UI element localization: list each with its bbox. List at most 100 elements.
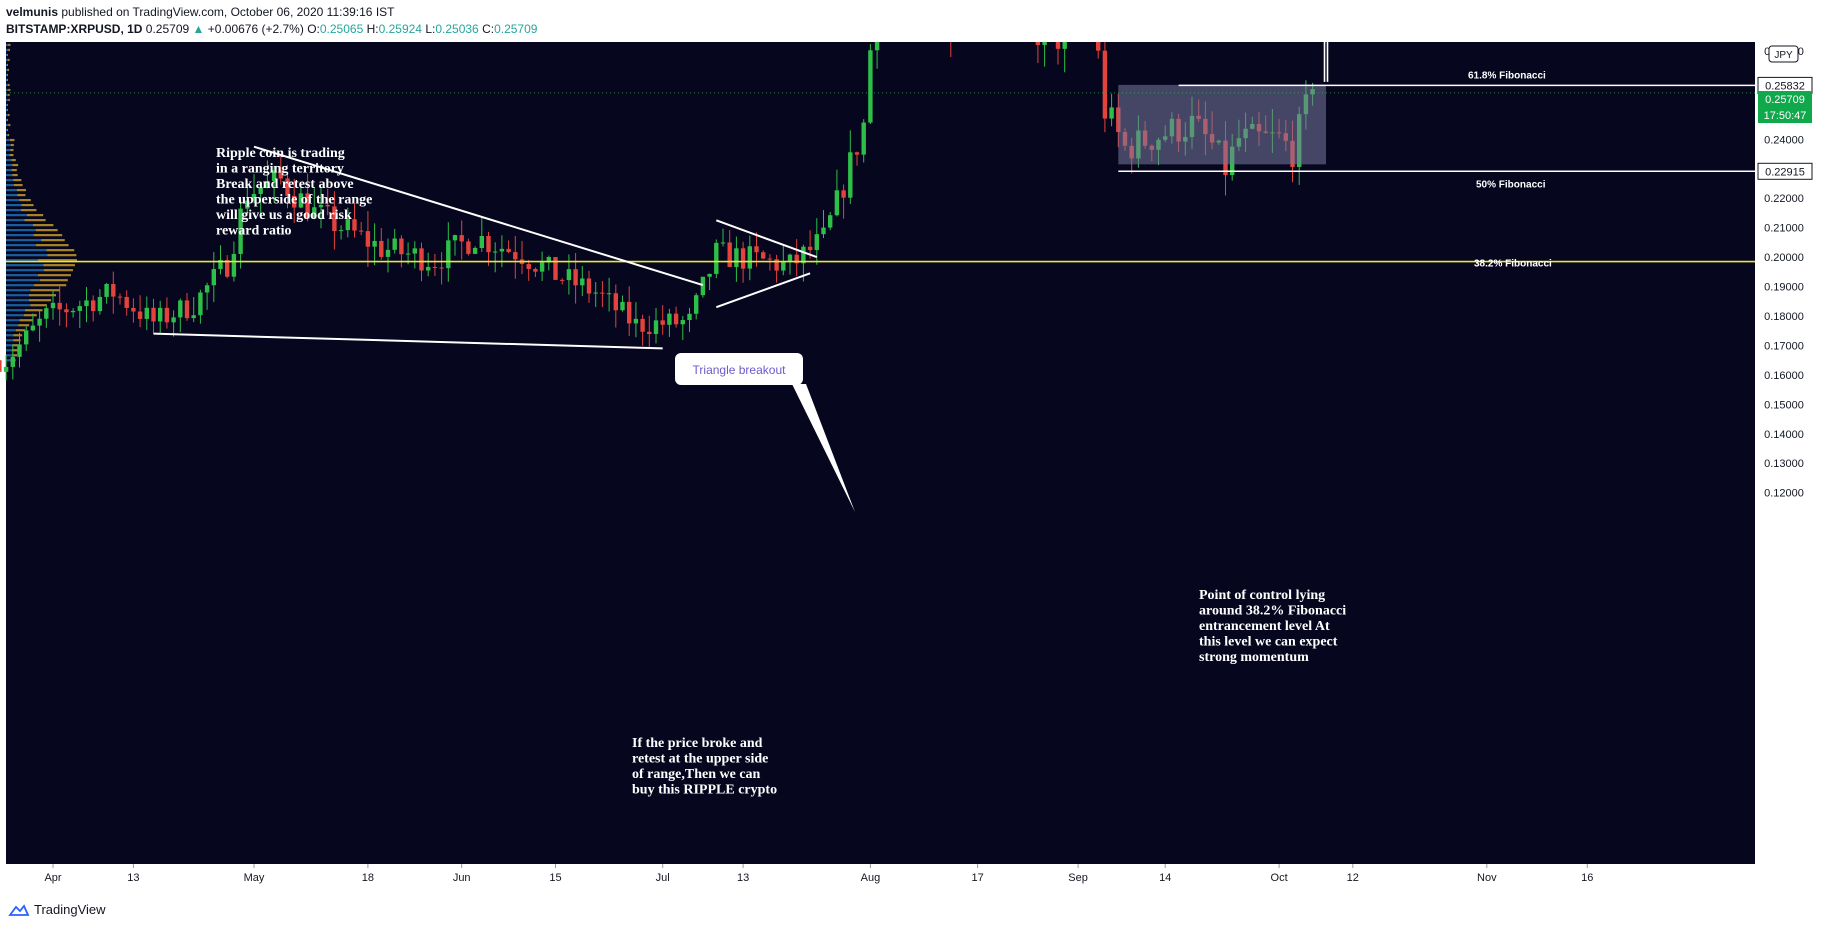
candle-body (459, 235, 464, 242)
volume-bar-down (21, 204, 34, 207)
candle-body (452, 235, 458, 241)
volume-bar-down (7, 103, 8, 107)
annotation-poc-note: around 38.2% Fibonacci (1199, 604, 1346, 619)
candle-body (312, 207, 317, 219)
candle-body (144, 307, 149, 319)
volume-bar-up (6, 168, 12, 172)
candle-body (211, 269, 216, 286)
candle-body (754, 246, 759, 253)
candle-body (848, 152, 853, 198)
volume-bar-up (6, 93, 9, 97)
candle-body (218, 260, 223, 270)
volume-bar-up (6, 274, 38, 277)
candle-body (647, 331, 652, 335)
candle-body (620, 301, 625, 311)
annotation-buy-note: buy this RIPPLE crypto (632, 783, 777, 798)
open-value: 0.25065 (319, 22, 364, 36)
volume-bar-up (6, 234, 34, 237)
price-chart[interactable]: 61.8% Fibonacci 50% Fibonacci 38.2% Fibona… (0, 42, 1828, 898)
time-axis[interactable] (0, 864, 1755, 898)
price-axis-ticks: 0.12000 0.13000 0.14000 0.15000 0.16000 0.170… (1757, 45, 1813, 500)
currency-badge: JPY (1774, 50, 1793, 61)
x-tick-label: 16 (1581, 872, 1593, 884)
volume-bar-down (8, 48, 11, 52)
fib-label: 38.2% Fibonacci (1474, 259, 1552, 270)
candle-body (184, 300, 190, 319)
candle-body (606, 293, 612, 295)
candle-body (298, 193, 304, 208)
volume-bar-up (6, 153, 10, 157)
volume-bar-up (6, 314, 25, 317)
x-tick-label: Apr (44, 872, 61, 884)
candle-body (1096, 42, 1101, 51)
candle-body (573, 269, 578, 286)
candle-body (526, 264, 531, 269)
volume-bar-up (6, 224, 33, 227)
candle-body (560, 279, 565, 281)
price-label: 0.25832 (1765, 80, 1805, 92)
volume-bar-down (12, 173, 18, 177)
volume-bar-down (29, 299, 52, 302)
y-tick-label: 0.15000 (1764, 399, 1804, 411)
brand-name: TradingView (34, 902, 106, 917)
volume-bar-up (6, 294, 29, 297)
volume-bar-down (7, 128, 8, 132)
volume-bar-down (8, 93, 10, 97)
candle-body (720, 242, 726, 244)
volume-bar-up (6, 259, 39, 262)
fib-label: 61.8% Fibonacci (1468, 70, 1546, 81)
volume-bar-up (6, 123, 9, 127)
candle-body (499, 248, 505, 252)
annotation-buy-note: If the price broke and (632, 736, 763, 751)
candle-body (593, 292, 598, 294)
low-label: L: (425, 22, 436, 36)
annotation-range-note: will give us a good risk (216, 208, 352, 223)
volume-bar-down (18, 324, 30, 327)
tradingview-logo[interactable]: TradingView (8, 902, 106, 917)
candle-body (318, 204, 324, 208)
price-label-box (1757, 162, 1813, 180)
candle-body (673, 313, 679, 325)
volume-bar-up (6, 98, 9, 102)
volume-bar-down (32, 224, 54, 227)
y-tick-label: 0.16000 (1764, 370, 1804, 382)
author-name[interactable]: velmunis (6, 5, 59, 19)
x-tick-label: Aug (861, 872, 881, 884)
volume-bar-up (6, 78, 7, 82)
volume-bar-down (8, 43, 11, 47)
volume-bar-down (17, 193, 26, 197)
volume-bar-down (35, 244, 69, 247)
volume-bar-up (6, 354, 13, 357)
volume-bar-down (6, 73, 8, 77)
volume-bar-up (6, 198, 20, 202)
volume-bar-down (7, 53, 8, 57)
volume-bar-up (6, 249, 47, 252)
candle-body (687, 313, 692, 321)
candle-body (546, 257, 551, 263)
candle-body (345, 219, 350, 231)
price-axis[interactable] (1755, 42, 1828, 898)
volume-bar-down (7, 58, 10, 62)
y-tick-label: 0.20000 (1764, 252, 1804, 264)
candle-body (1035, 42, 1041, 46)
candle-body (164, 307, 170, 323)
volume-bar-down (7, 83, 10, 87)
volume-bar-up (6, 219, 25, 222)
volume-bar-down (12, 163, 19, 167)
candle-body (667, 313, 672, 325)
volume-bar-up (6, 58, 8, 62)
volume-bar-down (12, 344, 19, 347)
publish-line: velmunis published on TradingView.com, O… (6, 5, 394, 19)
candle-body (506, 248, 511, 253)
volume-bar-down (26, 214, 44, 217)
candle-body (305, 193, 310, 219)
volume-bar-down (43, 264, 75, 267)
x-tick-label: 13 (127, 872, 139, 884)
candle-body (91, 300, 96, 312)
y-tick-label: 0.13000 (1764, 458, 1804, 470)
candle-body (399, 238, 404, 255)
candle-body (834, 190, 840, 216)
symbol-name[interactable]: BITSTAMP:XRPUSD, 1D (6, 22, 143, 36)
candle-body (10, 356, 15, 367)
candle-body (405, 253, 411, 255)
